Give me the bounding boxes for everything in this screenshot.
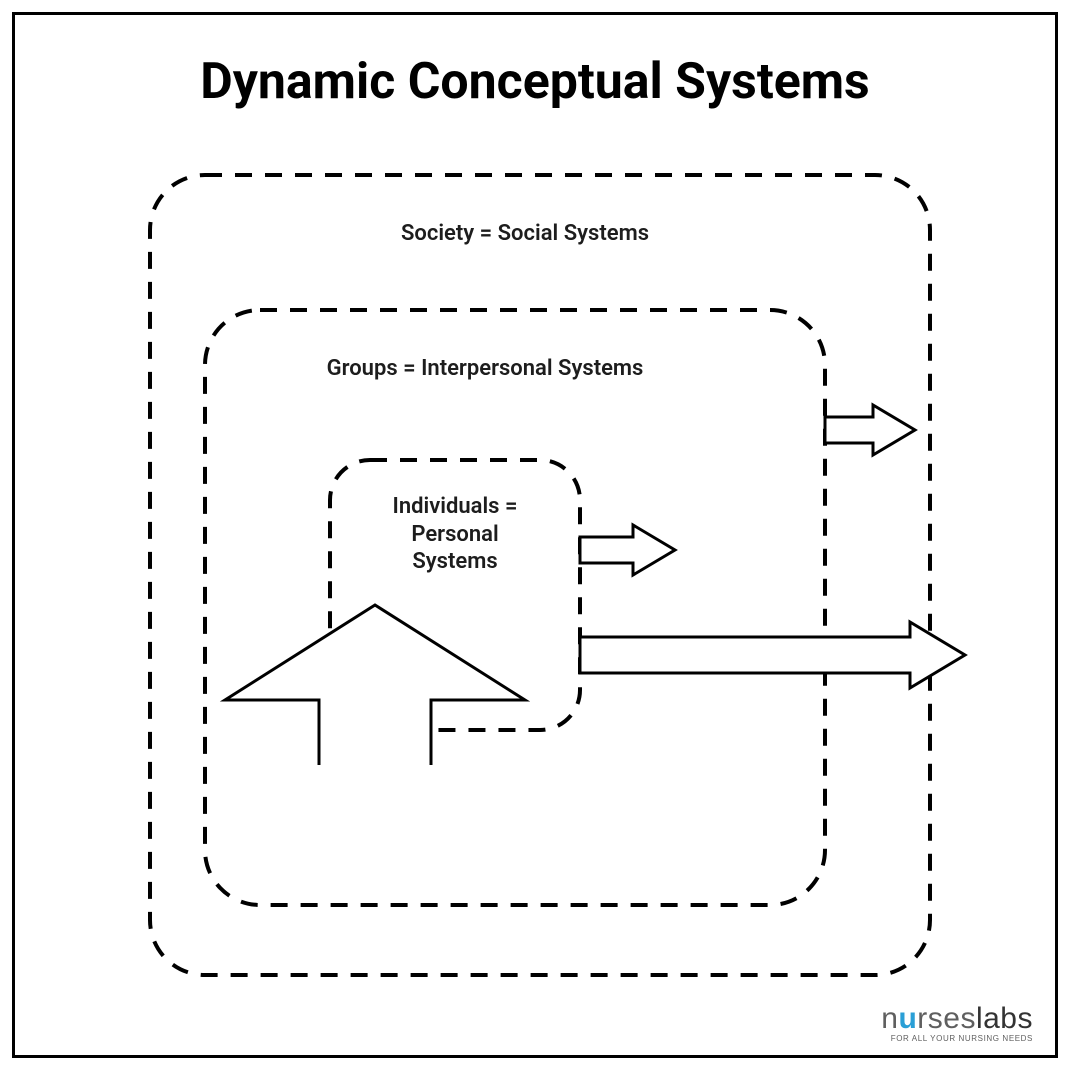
brand-logo: nurseslabs FOR ALL YOUR NURSING NEEDS: [881, 1002, 1033, 1043]
diagram-frame: Dynamic Conceptual Systems Society = Soc…: [12, 12, 1058, 1058]
logo-part2: rses: [917, 1002, 976, 1035]
middle-box-label: Groups = Interpersonal Systems: [275, 355, 695, 383]
logo-part3: labs: [976, 1002, 1033, 1035]
inner-box-label: Individuals = Personal Systems: [350, 493, 560, 576]
logo-part1: n: [881, 1002, 898, 1035]
logo-accent: u: [898, 1002, 917, 1035]
outer-box-label: Society = Social Systems: [315, 220, 735, 248]
logo-tagline: FOR ALL YOUR NURSING NEEDS: [881, 1034, 1033, 1043]
